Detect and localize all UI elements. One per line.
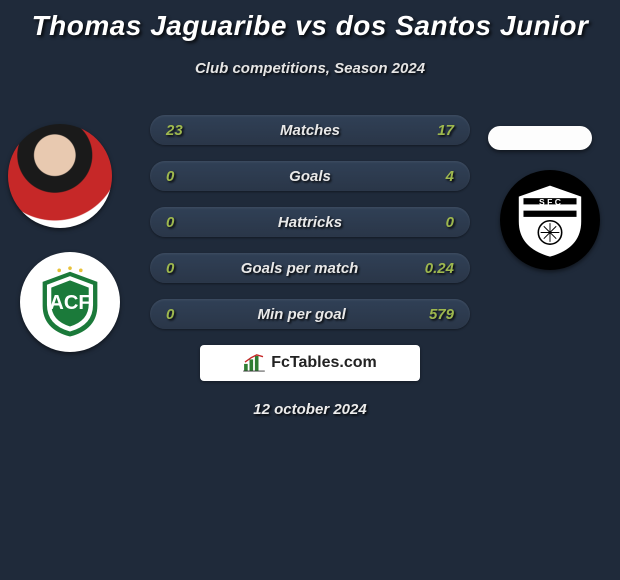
page-title: Thomas Jaguaribe vs dos Santos Junior: [0, 0, 620, 42]
stat-left-value: 0: [166, 214, 174, 231]
stat-row: 23 Matches 17: [150, 115, 470, 145]
stat-right-value: 579: [429, 306, 454, 323]
stat-right-value: 4: [446, 168, 454, 185]
stat-row: 0 Goals per match 0.24: [150, 253, 470, 283]
stat-label: Matches: [280, 122, 340, 139]
watermark-text: FcTables.com: [271, 354, 377, 372]
stat-left-value: 0: [166, 168, 174, 185]
stat-left-value: 0: [166, 260, 174, 277]
stat-row: 0 Goals 4: [150, 161, 470, 191]
watermark: FcTables.com: [200, 345, 420, 381]
stat-row: 0 Min per goal 579: [150, 299, 470, 329]
subtitle: Club competitions, Season 2024: [0, 60, 620, 77]
stat-left-value: 23: [166, 122, 183, 139]
stat-right-value: 0.24: [425, 260, 454, 277]
stat-left-value: 0: [166, 306, 174, 323]
date-line: 12 october 2024: [0, 401, 620, 418]
stat-label: Min per goal: [257, 306, 345, 323]
stat-right-value: 17: [437, 122, 454, 139]
stat-label: Goals per match: [241, 260, 359, 277]
bar-chart-icon: [243, 354, 265, 372]
stat-label: Hattricks: [278, 214, 342, 231]
stat-label: Goals: [289, 168, 331, 185]
stat-row: 0 Hattricks 0: [150, 207, 470, 237]
stat-right-value: 0: [446, 214, 454, 231]
